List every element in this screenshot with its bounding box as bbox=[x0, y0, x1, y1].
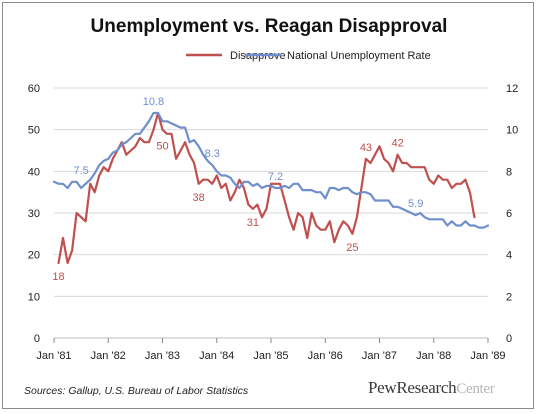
x-tick-label: Jan '87 bbox=[362, 350, 397, 362]
x-tick-label: Jan '89 bbox=[470, 350, 505, 362]
data-label: 18 bbox=[52, 271, 64, 283]
y-left-tick-label: 50 bbox=[28, 125, 40, 137]
data-label: 8.3 bbox=[205, 148, 220, 160]
data-label: 7.5 bbox=[73, 165, 88, 177]
y-right-tick-label: 8 bbox=[506, 166, 512, 178]
data-label: 10.8 bbox=[143, 96, 164, 108]
series-line-national-unemployment-rate bbox=[52, 111, 490, 229]
y-right-tick-label: 0 bbox=[506, 333, 512, 345]
x-tick-label: Jan '83 bbox=[145, 350, 180, 362]
x-tick-label: Jan '81 bbox=[36, 350, 71, 362]
y-left-tick-label: 30 bbox=[28, 208, 40, 220]
data-label: 43 bbox=[360, 142, 372, 154]
x-tick-label: Jan '88 bbox=[416, 350, 451, 362]
y-left-tick-label: 60 bbox=[28, 83, 40, 95]
data-label: 38 bbox=[193, 192, 205, 204]
brand-name: PewResearch bbox=[368, 378, 457, 397]
data-label: 31 bbox=[247, 217, 259, 229]
data-label: 25 bbox=[346, 242, 358, 254]
series-line-disapprove bbox=[57, 111, 476, 265]
chart-title: Unemployment vs. Reagan Disapproval bbox=[90, 16, 448, 37]
x-tick-label: Jan '86 bbox=[308, 350, 343, 362]
brand-logo: PewResearchCenter bbox=[368, 378, 495, 398]
data-label: 42 bbox=[391, 138, 403, 150]
y-left-tick-label: 40 bbox=[28, 166, 40, 178]
x-tick-label: Jan '82 bbox=[91, 350, 126, 362]
data-label: 7.2 bbox=[268, 171, 283, 183]
y-right-tick-label: 12 bbox=[506, 83, 518, 95]
x-tick-label: Jan '85 bbox=[253, 350, 288, 362]
y-right-tick-label: 6 bbox=[506, 208, 512, 220]
y-left-tick-label: 20 bbox=[28, 250, 40, 262]
y-right-tick-label: 10 bbox=[506, 125, 518, 137]
x-tick-label: Jan '84 bbox=[199, 350, 234, 362]
data-label: 5.9 bbox=[408, 198, 423, 210]
y-right-tick-label: 2 bbox=[506, 291, 512, 303]
brand-suffix: Center bbox=[456, 381, 495, 397]
y-right-tick-label: 4 bbox=[506, 250, 512, 262]
y-left-tick-label: 0 bbox=[34, 333, 40, 345]
source-note: Sources: Gallup, U.S. Bureau of Labor St… bbox=[24, 385, 249, 397]
legend-label: National Unemployment Rate bbox=[287, 50, 431, 62]
data-label: 50 bbox=[156, 141, 168, 153]
y-left-tick-label: 10 bbox=[28, 291, 40, 303]
